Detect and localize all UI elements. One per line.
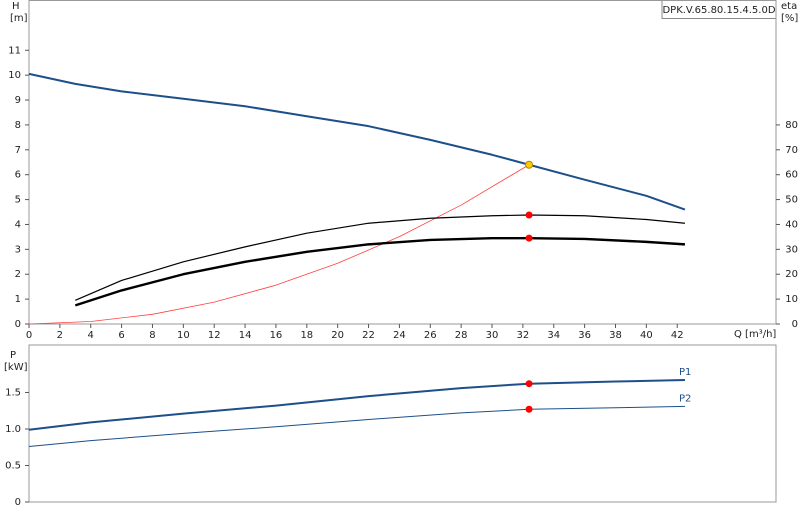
y-tick-label: 0.5 <box>5 460 21 471</box>
x-tick-label: 10 <box>177 330 190 341</box>
y-tick-label: 8 <box>15 120 21 131</box>
y-tick-label: 1.0 <box>5 424 21 435</box>
plot-frame <box>28 344 777 503</box>
curve <box>28 405 685 447</box>
y2-tick-label: 40 <box>785 219 798 230</box>
y-tick-label: 11 <box>8 45 21 56</box>
y2-tick-label: 30 <box>785 244 798 255</box>
y-unit: [m] <box>10 13 28 24</box>
y2-tick-label: 60 <box>785 170 798 181</box>
operating-point <box>525 211 533 219</box>
x-tick-label: 14 <box>239 330 252 341</box>
y-tick-label: 4 <box>15 219 21 230</box>
x-tick-label: 6 <box>118 330 124 341</box>
y-tick-label: 0 <box>15 497 21 508</box>
x-tick-label: 20 <box>331 330 344 341</box>
plot-frame <box>28 0 777 325</box>
y-label: H <box>12 1 20 12</box>
y2-tick-label: 20 <box>785 269 798 280</box>
y-tick-label: 10 <box>8 70 21 81</box>
x-tick-label: 32 <box>517 330 530 341</box>
y-tick-label: 2 <box>15 269 21 280</box>
x-tick-label: 28 <box>455 330 468 341</box>
y2-tick-label: 0 <box>792 319 798 330</box>
curve <box>28 379 685 431</box>
series-label: P1 <box>679 367 691 378</box>
y-tick-label: 9 <box>15 95 21 106</box>
operating-point <box>525 380 533 388</box>
y-label: P <box>10 350 16 361</box>
curve <box>75 214 685 301</box>
x-label: Q [m³/h] <box>734 329 776 340</box>
x-tick-label: 34 <box>547 330 560 341</box>
y-tick-label: 3 <box>15 244 21 255</box>
x-tick-label: 2 <box>57 330 63 341</box>
x-tick-label: 8 <box>149 330 155 341</box>
x-tick-label: 38 <box>609 330 622 341</box>
x-tick-label: 18 <box>300 330 313 341</box>
x-tick-label: 36 <box>578 330 591 341</box>
x-tick-label: 42 <box>671 330 684 341</box>
y-tick-label: 1.5 <box>5 387 21 398</box>
y2-label: eta <box>781 1 797 12</box>
y-tick-label: 5 <box>15 195 21 206</box>
y2-tick-label: 50 <box>785 195 798 206</box>
x-tick-label: 12 <box>208 330 221 341</box>
operating-point <box>525 234 533 242</box>
curve <box>28 164 530 325</box>
y-tick-label: 1 <box>15 294 21 305</box>
x-tick-label: 26 <box>424 330 437 341</box>
y-tick-label: 7 <box>15 145 21 156</box>
x-tick-label: 22 <box>362 330 375 341</box>
x-tick-label: 24 <box>393 330 406 341</box>
curve <box>74 236 686 307</box>
y2-tick-label: 70 <box>785 145 798 156</box>
series-label: P2 <box>679 393 691 404</box>
x-tick-label: 0 <box>26 330 32 341</box>
x-tick-label: 40 <box>640 330 653 341</box>
y2-tick-label: 80 <box>785 120 798 131</box>
y-tick-label: 0 <box>15 319 21 330</box>
operating-point <box>525 160 534 169</box>
y-tick-label: 6 <box>15 170 21 181</box>
x-tick-label: 30 <box>486 330 499 341</box>
y2-unit: [%] <box>781 13 798 24</box>
operating-point <box>525 405 533 413</box>
curve <box>28 72 686 211</box>
x-tick-label: 16 <box>270 330 283 341</box>
model-label: DPK.V.65.80.15.4.5.0D <box>662 5 775 16</box>
y2-tick-label: 10 <box>785 294 798 305</box>
y-unit: [kW] <box>4 362 28 373</box>
x-tick-label: 4 <box>88 330 94 341</box>
